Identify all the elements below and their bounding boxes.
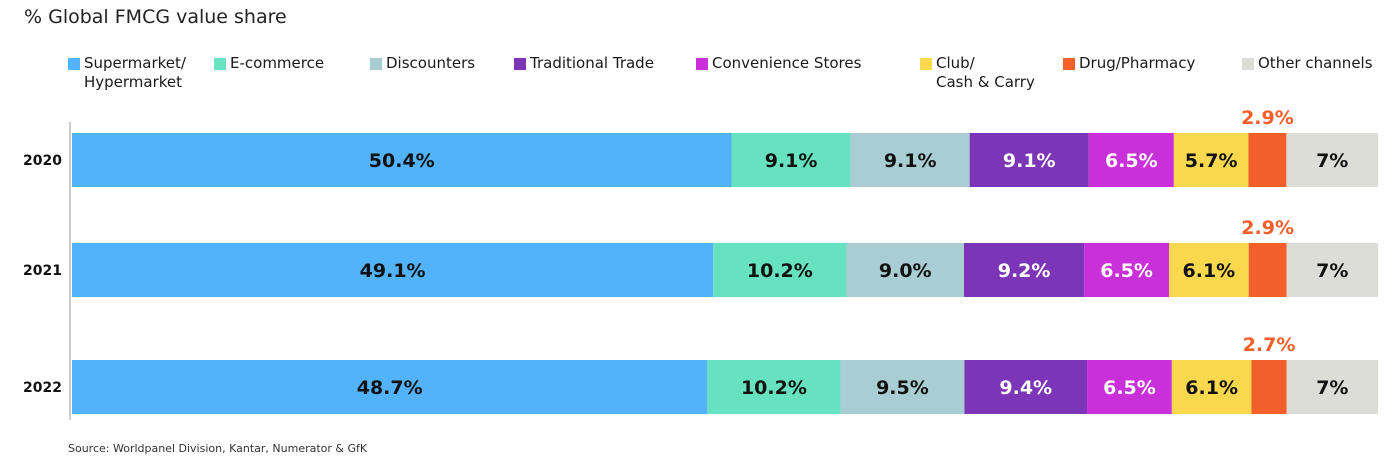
data-label-2022-traditional-trade: 9.4% <box>999 377 1052 399</box>
bar-2021-convenience-stores <box>1084 243 1170 297</box>
data-label-2021-e-commerce: 10.2% <box>747 260 813 282</box>
bar-2021-traditional-trade <box>963 243 1085 297</box>
bar-2021-e-commerce <box>713 243 847 297</box>
legend: Supermarket/ Hypermarket E-commerce Discou… <box>68 54 1393 98</box>
legend-item-supermarket-hypermarket: Supermarket/ Hypermarket <box>68 54 186 92</box>
data-label-2020-club-cash-carry: 5.7% <box>1185 150 1238 172</box>
chart-title: % Global FMCG value share <box>24 6 287 28</box>
source-note: Source: Worldpanel Division, Kantar, Num… <box>68 442 368 455</box>
legend-label: Traditional Trade <box>530 54 654 72</box>
legend-swatch <box>1063 58 1075 70</box>
data-label-2021-discounters: 9.0% <box>879 260 932 282</box>
bar-2020-discounters <box>850 133 970 187</box>
bar-2020-club-cash-carry <box>1173 133 1249 187</box>
legend-label: Other channels <box>1258 54 1373 72</box>
data-label-2021-convenience-stores: 6.5% <box>1100 260 1153 282</box>
legend-label: Club/ Cash & Carry <box>936 54 1035 91</box>
bar-2020-e-commerce <box>731 133 851 187</box>
bar-2022-club-cash-carry <box>1171 360 1252 414</box>
bar-2022-other-channels <box>1286 360 1378 414</box>
data-label-2020-other-channels: 7% <box>1316 150 1348 172</box>
legend-swatch <box>370 58 382 70</box>
legend-item-club-cash-carry: Club/ Cash & Carry <box>920 54 1035 92</box>
legend-label: E-commerce <box>230 54 325 72</box>
bar-2022-discounters <box>840 360 965 414</box>
legend-item-e-commerce: E-commerce <box>214 54 324 73</box>
data-label-2021-traditional-trade: 9.2% <box>998 260 1051 282</box>
bar-2022-drug-pharmacy <box>1251 360 1287 414</box>
bar-2020-drug-pharmacy <box>1248 133 1287 187</box>
bar-2021-other-channels <box>1286 243 1378 297</box>
legend-item-convenience-stores: Convenience Stores <box>696 54 861 73</box>
legend-swatch <box>1242 58 1254 70</box>
data-label-2022-supermarket-hypermarket: 48.7% <box>357 377 423 399</box>
data-label-2022-drug-pharmacy: 2.7% <box>1243 334 1296 356</box>
bar-2022-traditional-trade <box>964 360 1088 414</box>
bar-2021-discounters <box>846 243 964 297</box>
legend-label: Discounters <box>386 54 476 72</box>
legend-swatch <box>214 58 226 70</box>
bar-2021-drug-pharmacy <box>1248 243 1287 297</box>
legend-swatch <box>920 58 932 70</box>
data-label-2020-drug-pharmacy: 2.9% <box>1241 107 1294 129</box>
legend-item-drug-pharmacy: Drug/Pharmacy <box>1063 54 1195 73</box>
category-label-2022: 2022 <box>23 380 62 396</box>
bar-2020-other-channels <box>1286 133 1378 187</box>
legend-item-other-channels: Other channels <box>1242 54 1373 73</box>
data-label-2022-club-cash-carry: 6.1% <box>1185 377 1238 399</box>
data-label-2020-discounters: 9.1% <box>884 150 937 172</box>
data-label-2021-drug-pharmacy: 2.9% <box>1241 217 1294 239</box>
data-label-2021-club-cash-carry: 6.1% <box>1183 260 1236 282</box>
legend-label: Supermarket/ Hypermarket <box>84 54 186 91</box>
bar-2022-e-commerce <box>707 360 841 414</box>
data-label-2021-other-channels: 7% <box>1316 260 1348 282</box>
data-label-2022-other-channels: 7% <box>1316 377 1348 399</box>
data-label-2020-traditional-trade: 9.1% <box>1003 150 1056 172</box>
data-label-2020-convenience-stores: 6.5% <box>1105 150 1158 172</box>
legend-item-traditional-trade: Traditional Trade <box>514 54 654 73</box>
bar-2020-supermarket-hypermarket <box>72 133 732 187</box>
bar-2020-convenience-stores <box>1088 133 1174 187</box>
stacked-bar-plot: 2020 50.4% 9.1% 9.1% 9.1% 6.5% 5.7%2.9%7%2021 4… <box>23 107 1378 420</box>
category-label-2021: 2021 <box>23 263 62 279</box>
bar-2021-club-cash-carry <box>1169 243 1249 297</box>
legend-swatch <box>68 58 80 70</box>
data-label-2020-supermarket-hypermarket: 50.4% <box>369 150 435 172</box>
data-label-2022-discounters: 9.5% <box>876 377 929 399</box>
category-label-2020: 2020 <box>23 153 62 169</box>
data-label-2022-e-commerce: 10.2% <box>741 377 807 399</box>
data-label-2020-e-commerce: 9.1% <box>765 150 818 172</box>
legend-label: Drug/Pharmacy <box>1079 54 1196 72</box>
data-label-2021-supermarket-hypermarket: 49.1% <box>360 260 426 282</box>
legend-swatch <box>696 58 708 70</box>
bar-2021-supermarket-hypermarket <box>72 243 714 297</box>
legend-label: Convenience Stores <box>712 54 862 72</box>
bar-2022-supermarket-hypermarket <box>72 360 708 414</box>
legend-swatch <box>514 58 526 70</box>
legend-item-discounters: Discounters <box>370 54 475 73</box>
data-label-2022-convenience-stores: 6.5% <box>1103 377 1156 399</box>
bar-2022-convenience-stores <box>1087 360 1172 414</box>
bar-2020-traditional-trade <box>969 133 1089 187</box>
